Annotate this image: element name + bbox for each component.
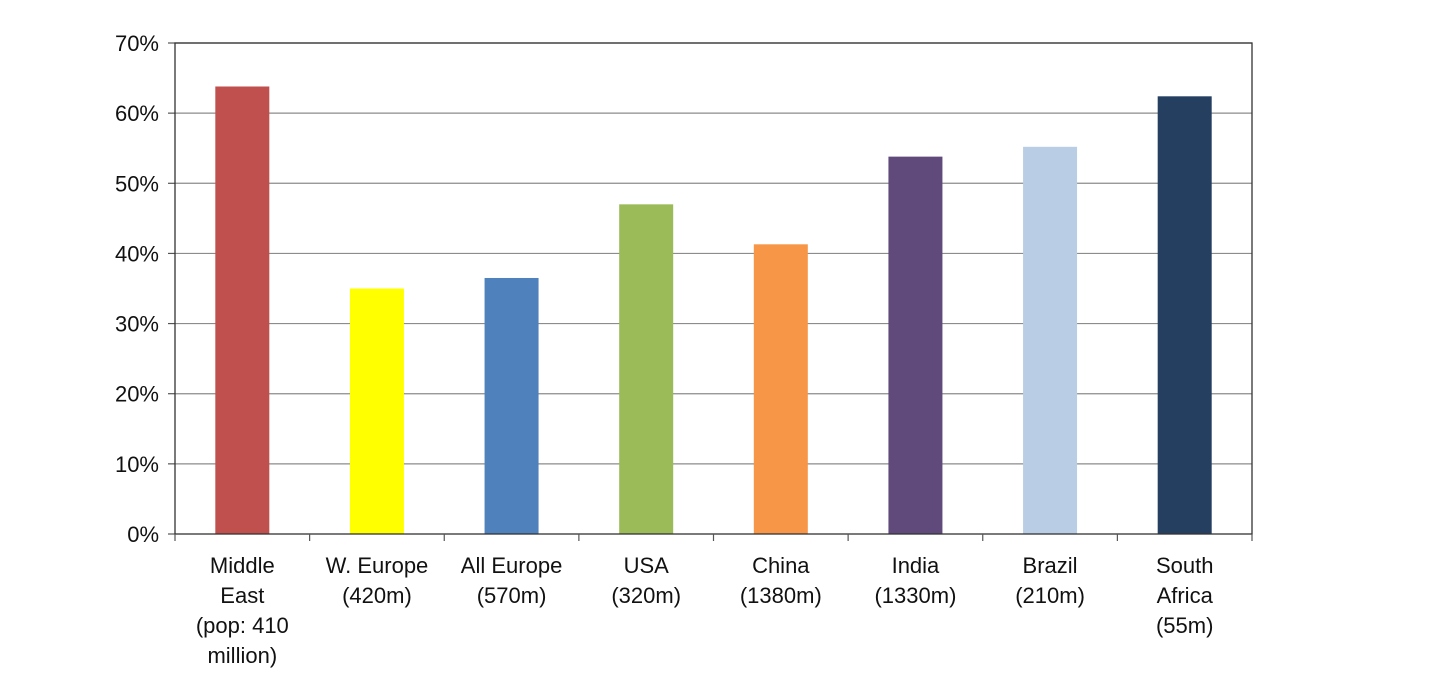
x-tick-label-line: India xyxy=(892,553,940,578)
x-tick-label-line: (210m) xyxy=(1015,583,1085,608)
x-tick-label-line: Brazil xyxy=(1023,553,1078,578)
y-tick-label: 10% xyxy=(115,452,159,477)
x-tick-label: China (1380m) xyxy=(740,553,822,608)
x-tick-label: USA (320m) xyxy=(611,553,681,608)
x-tick-label-line: (320m) xyxy=(611,583,681,608)
x-tick-label-line: Africa xyxy=(1157,583,1214,608)
x-tick-label-line: USA xyxy=(624,553,670,578)
y-tick-label: 20% xyxy=(115,382,159,407)
axes xyxy=(168,42,1253,541)
bar xyxy=(619,204,674,535)
x-tick-label-line: China xyxy=(752,553,810,578)
x-tick-label-line: (pop: 410 xyxy=(196,613,289,638)
bar xyxy=(1157,96,1212,535)
y-tick-label: 30% xyxy=(115,312,159,337)
x-tick-label-line: (1380m) xyxy=(740,583,822,608)
plot-frame xyxy=(174,42,1253,535)
bar xyxy=(753,244,808,534)
x-tick-label-line: Middle xyxy=(210,553,275,578)
y-tick-label: 0% xyxy=(127,522,159,547)
x-tick-label-line: (420m) xyxy=(342,583,412,608)
y-tick-labels: 0% 10% 20% 30% 40% 50% 60% 70% xyxy=(115,31,159,547)
y-tick-label: 60% xyxy=(115,101,159,126)
bar xyxy=(484,277,539,534)
bars xyxy=(215,86,1212,535)
y-tick-label: 70% xyxy=(115,31,159,56)
x-tick-labels: Middle East (pop: 410 million) W. Europe (420… xyxy=(196,553,1214,668)
x-tick-label: Brazil (210m) xyxy=(1015,553,1085,608)
x-tick-label: All Europe (570m) xyxy=(461,553,563,608)
y-tick-label: 40% xyxy=(115,241,159,266)
x-tick-label-line: million) xyxy=(207,643,277,668)
x-tick-label-line: (1330m) xyxy=(874,583,956,608)
x-tick-label-line: (55m) xyxy=(1156,613,1213,638)
x-tick-label-line: W. Europe xyxy=(326,553,429,578)
gridlines xyxy=(175,42,1252,465)
x-tick-label-line: All Europe xyxy=(461,553,563,578)
bar xyxy=(888,156,943,535)
bar xyxy=(349,288,404,534)
bar xyxy=(1023,146,1078,534)
x-tick-label-line: East xyxy=(220,583,264,608)
x-tick-label-line: (570m) xyxy=(477,583,547,608)
x-tick-label: South Africa (55m) xyxy=(1156,553,1214,638)
x-tick-label: W. Europe (420m) xyxy=(326,553,429,608)
bar xyxy=(215,86,270,534)
x-tick-label: India (1330m) xyxy=(874,553,956,608)
x-tick-label: Middle East (pop: 410 million) xyxy=(196,553,289,668)
x-tick-label-line: South xyxy=(1156,553,1214,578)
y-tick-label: 50% xyxy=(115,171,159,196)
